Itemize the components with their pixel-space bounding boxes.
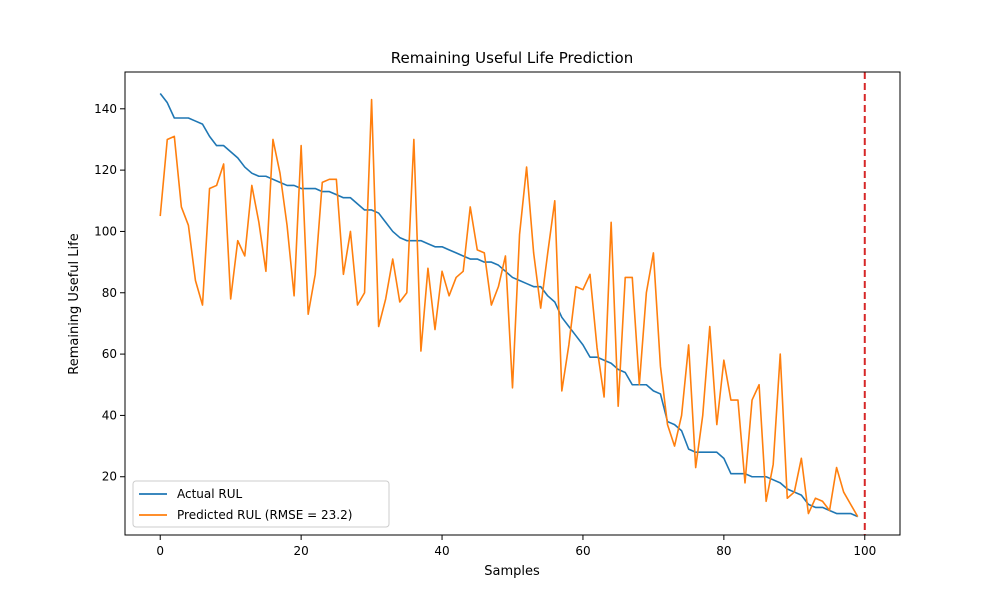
x-tick-label: 60 [575, 544, 590, 558]
x-tick-label: 80 [716, 544, 731, 558]
chart-title: Remaining Useful Life Prediction [391, 49, 633, 67]
plot-area [159, 72, 866, 535]
y-tick-label: 60 [102, 347, 117, 361]
legend-box [132, 480, 390, 528]
axes-frame [124, 71, 901, 536]
y-tick-label: 140 [94, 102, 117, 116]
x-tick-label: 40 [434, 544, 449, 558]
y-axis-label: Remaining Useful Life [67, 233, 82, 374]
y-tick-label: 120 [94, 163, 117, 177]
axes: 0 20 40 60 80 100 20 40 60 80 100 120 140 [94, 71, 901, 558]
y-tick-label: 80 [102, 286, 117, 300]
y-tick-label: 40 [102, 408, 117, 422]
series-line-2 [159, 98, 859, 517]
x-tick-label: 100 [853, 544, 876, 558]
y-tick-label: 20 [102, 470, 117, 484]
y-tick-label: 100 [94, 224, 117, 238]
legend-label-2: Predicted RUL (RMSE = 23.2) [177, 508, 352, 522]
x-tick-label: 20 [293, 544, 308, 558]
x-axis-label: Samples [484, 564, 540, 579]
legend: Actual RUL Predicted RUL (RMSE = 23.2) [132, 480, 390, 528]
x-tick-label: 0 [156, 544, 164, 558]
series-line-1 [159, 92, 859, 518]
legend-label-1: Actual RUL [177, 487, 243, 501]
